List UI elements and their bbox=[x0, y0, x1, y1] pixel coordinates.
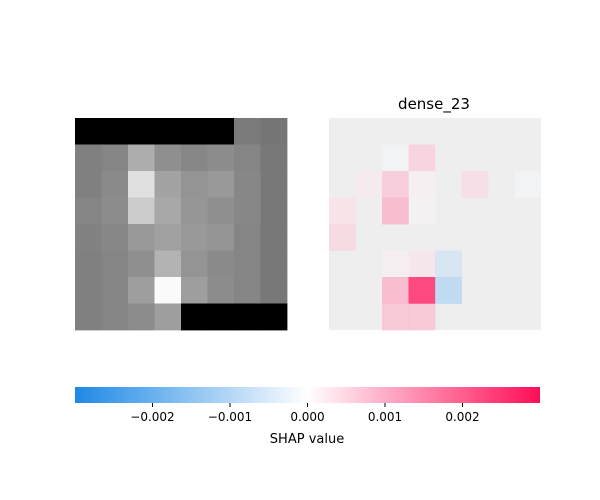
input-image-pixel bbox=[75, 224, 102, 251]
input-image-pixel bbox=[260, 277, 288, 304]
colorbar-label: SHAP value bbox=[270, 432, 344, 447]
shap-panel-title: dense_23 bbox=[398, 95, 470, 114]
input-image-panel bbox=[75, 118, 288, 331]
input-image-pixel bbox=[101, 197, 129, 225]
input-image-pixel bbox=[101, 171, 129, 198]
input-image-pixel bbox=[234, 118, 261, 145]
input-image-pixel bbox=[234, 224, 261, 251]
input-image-pixel bbox=[207, 250, 235, 278]
input-image-pixel bbox=[234, 303, 261, 331]
shap-cell bbox=[435, 277, 462, 304]
colorbar-ticks: −0.002 −0.001 0.000 0.001 0.002 bbox=[130, 403, 480, 424]
shap-cell bbox=[408, 197, 436, 225]
input-image-pixel bbox=[260, 144, 288, 172]
input-image-pixel bbox=[260, 250, 288, 278]
input-image-pixel bbox=[128, 250, 155, 278]
input-image-pixel bbox=[234, 144, 261, 172]
input-image-pixel bbox=[154, 171, 182, 198]
input-image-pixel bbox=[234, 277, 261, 304]
shap-cell bbox=[382, 171, 409, 198]
input-image-pixel bbox=[75, 277, 102, 304]
input-image-pixel bbox=[181, 224, 208, 251]
input-image-pixel bbox=[75, 144, 102, 172]
input-image-pixel bbox=[128, 144, 155, 172]
colorbar-tick-label: 0.002 bbox=[445, 410, 479, 424]
input-image-pixel bbox=[128, 197, 155, 225]
shap-cell bbox=[329, 224, 356, 251]
input-image-pixel bbox=[128, 277, 155, 304]
input-image-pixel bbox=[101, 303, 129, 331]
input-image-pixel bbox=[128, 224, 155, 251]
shap-cell bbox=[382, 144, 409, 172]
input-image-pixel bbox=[181, 118, 208, 145]
input-image-pixel bbox=[207, 303, 235, 331]
input-image-pixel bbox=[101, 118, 129, 145]
shap-cell bbox=[408, 171, 436, 198]
input-image-pixel bbox=[234, 250, 261, 278]
shap-cell bbox=[382, 277, 409, 304]
input-image-pixel bbox=[207, 118, 235, 145]
input-image-pixel bbox=[128, 118, 155, 145]
input-image-pixel bbox=[154, 250, 182, 278]
input-image-pixel bbox=[75, 197, 102, 225]
shap-cell bbox=[408, 250, 436, 278]
input-image-pixel bbox=[101, 144, 129, 172]
input-image-pixel bbox=[181, 277, 208, 304]
input-image-pixel bbox=[207, 144, 235, 172]
colorbar-tick-label: 0.001 bbox=[368, 410, 402, 424]
input-image-pixel bbox=[154, 303, 182, 331]
input-image-pixel bbox=[260, 118, 288, 145]
input-image-pixel bbox=[101, 250, 129, 278]
input-image-pixel bbox=[181, 144, 208, 172]
colorbar-tick-label: 0.000 bbox=[290, 410, 324, 424]
input-image-pixel bbox=[207, 277, 235, 304]
shap-cell bbox=[461, 171, 489, 198]
colorbar-tick-label: −0.001 bbox=[208, 410, 252, 424]
input-image-pixel bbox=[234, 171, 261, 198]
input-image-pixel bbox=[260, 171, 288, 198]
input-image-pixel bbox=[260, 197, 288, 225]
shap-cell bbox=[355, 171, 383, 198]
input-image-pixel bbox=[75, 303, 102, 331]
shap-cell bbox=[435, 250, 462, 278]
shap-cell bbox=[329, 197, 356, 225]
input-image-pixel bbox=[207, 197, 235, 225]
colorbar: −0.002 −0.001 0.000 0.001 0.002 SHAP value bbox=[75, 387, 540, 447]
input-image-pixel bbox=[75, 171, 102, 198]
input-image-pixel bbox=[75, 250, 102, 278]
shap-cell bbox=[514, 171, 542, 198]
input-image-pixel bbox=[75, 118, 102, 145]
colorbar-tick-label: −0.002 bbox=[130, 410, 174, 424]
input-image-pixel bbox=[260, 224, 288, 251]
input-image-pixel bbox=[207, 171, 235, 198]
shap-cell bbox=[382, 250, 409, 278]
input-image-pixel bbox=[207, 224, 235, 251]
shap-cell bbox=[408, 303, 436, 331]
input-image-pixel bbox=[260, 303, 288, 331]
input-image-pixel bbox=[128, 303, 155, 331]
colorbar-gradient bbox=[75, 387, 540, 403]
input-image-pixel bbox=[154, 197, 182, 225]
input-image-pixel bbox=[181, 250, 208, 278]
shap-cell bbox=[408, 277, 436, 304]
input-image-pixel bbox=[234, 197, 261, 225]
input-image-pixel bbox=[181, 171, 208, 198]
input-image-pixel bbox=[128, 171, 155, 198]
input-image-pixel bbox=[181, 303, 208, 331]
input-image-pixel bbox=[154, 118, 182, 145]
shap-heatmap-panel: dense_23 bbox=[329, 95, 542, 331]
input-image-pixel bbox=[154, 144, 182, 172]
input-image-pixel bbox=[101, 224, 129, 251]
shap-cell bbox=[408, 144, 436, 172]
input-image-pixel bbox=[154, 224, 182, 251]
input-image-pixel bbox=[154, 277, 182, 304]
shap-cell bbox=[382, 197, 409, 225]
input-image-pixel bbox=[101, 277, 129, 304]
input-image-pixel bbox=[181, 197, 208, 225]
shap-cell bbox=[382, 303, 409, 331]
